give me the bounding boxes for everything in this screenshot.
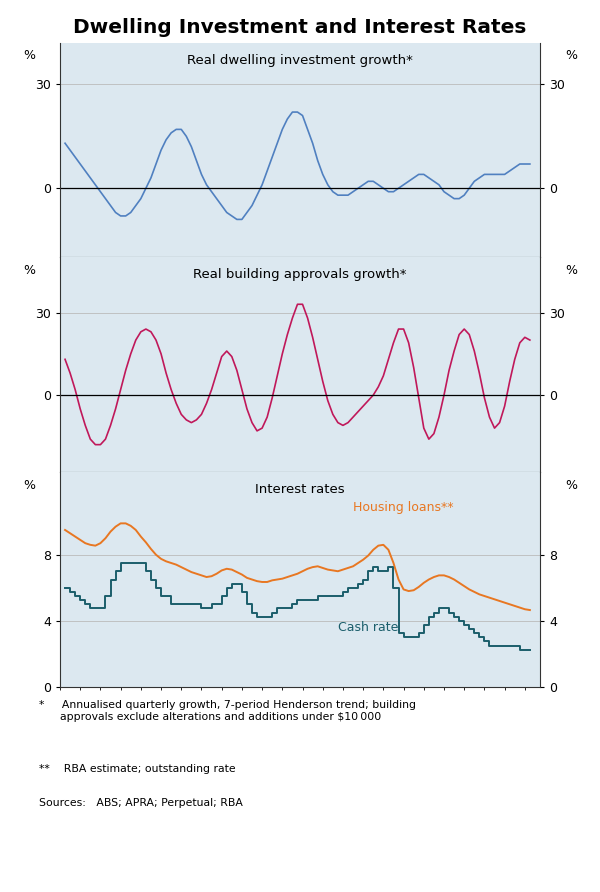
Text: %: %	[23, 49, 35, 62]
Text: Real building approvals growth*: Real building approvals growth*	[193, 268, 407, 281]
Text: %: %	[565, 49, 577, 62]
Text: %: %	[565, 264, 577, 277]
Text: Housing loans**: Housing loans**	[353, 500, 454, 514]
Text: Dwelling Investment and Interest Rates: Dwelling Investment and Interest Rates	[73, 18, 527, 37]
Text: Sources:   ABS; APRA; Perpetual; RBA: Sources: ABS; APRA; Perpetual; RBA	[39, 798, 243, 808]
Text: **    RBA estimate; outstanding rate: ** RBA estimate; outstanding rate	[39, 764, 236, 774]
Text: %: %	[565, 479, 577, 491]
Text: Real dwelling investment growth*: Real dwelling investment growth*	[187, 54, 413, 67]
Text: %: %	[23, 264, 35, 277]
Text: Cash rate: Cash rate	[338, 621, 399, 634]
Text: %: %	[23, 479, 35, 491]
Text: Interest rates: Interest rates	[255, 483, 345, 496]
Text: *     Annualised quarterly growth, 7-period Henderson trend; building
      appr: * Annualised quarterly growth, 7-period …	[39, 700, 416, 722]
